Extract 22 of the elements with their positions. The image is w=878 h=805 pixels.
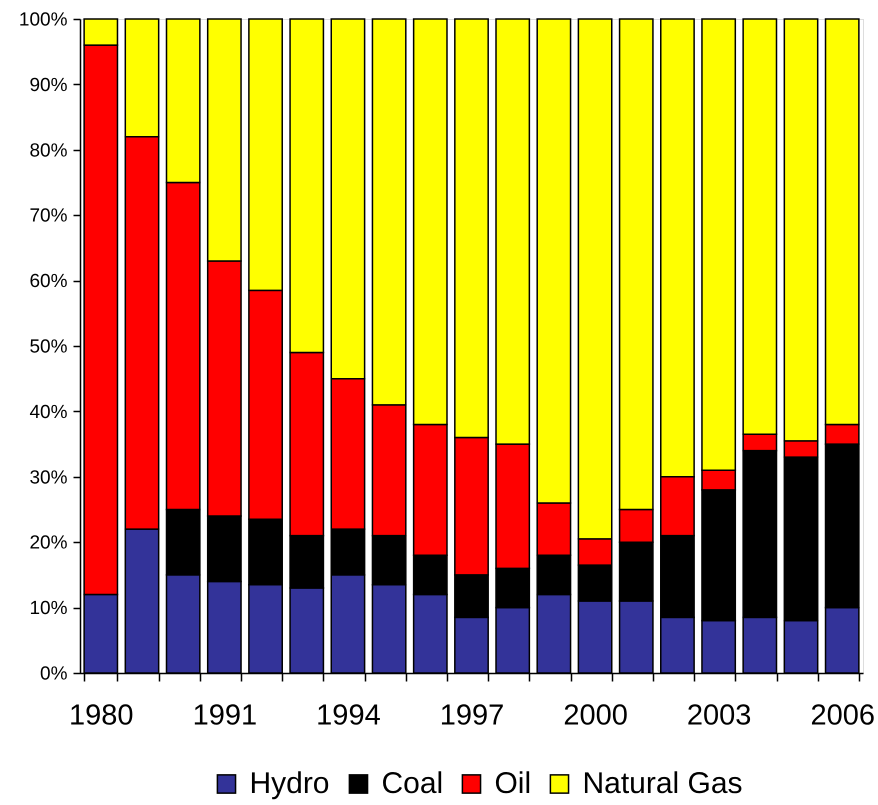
legend-label: Coal <box>381 767 444 800</box>
legend-label: Hydro <box>249 767 330 800</box>
x-tick-label: 2003 <box>686 700 752 732</box>
x-tick-label: 2000 <box>563 700 628 732</box>
legend-label: Oil <box>494 767 532 800</box>
legend-label: Natural Gas <box>582 767 743 800</box>
x-tick-label: 1980 <box>69 700 134 732</box>
y-tick-label: 80% <box>29 140 68 162</box>
y-tick-label: 20% <box>29 532 68 554</box>
y-tick-label: 70% <box>29 206 68 227</box>
y-tick-label: 60% <box>29 271 68 292</box>
y-tick-label: 30% <box>29 467 68 488</box>
x-tick-label: 1991 <box>192 700 258 732</box>
y-tick-label: 100% <box>18 10 68 30</box>
x-tick-label: 2006 <box>810 700 875 732</box>
x-tick-label: 1994 <box>316 700 381 732</box>
y-tick-label: 10% <box>29 598 68 620</box>
y-tick-label: 0% <box>40 664 68 684</box>
y-tick-label: 50% <box>29 336 68 358</box>
y-tick-label: 40% <box>29 402 68 423</box>
x-tick-label: 1997 <box>440 700 504 732</box>
y-tick-label: 90% <box>29 74 68 96</box>
